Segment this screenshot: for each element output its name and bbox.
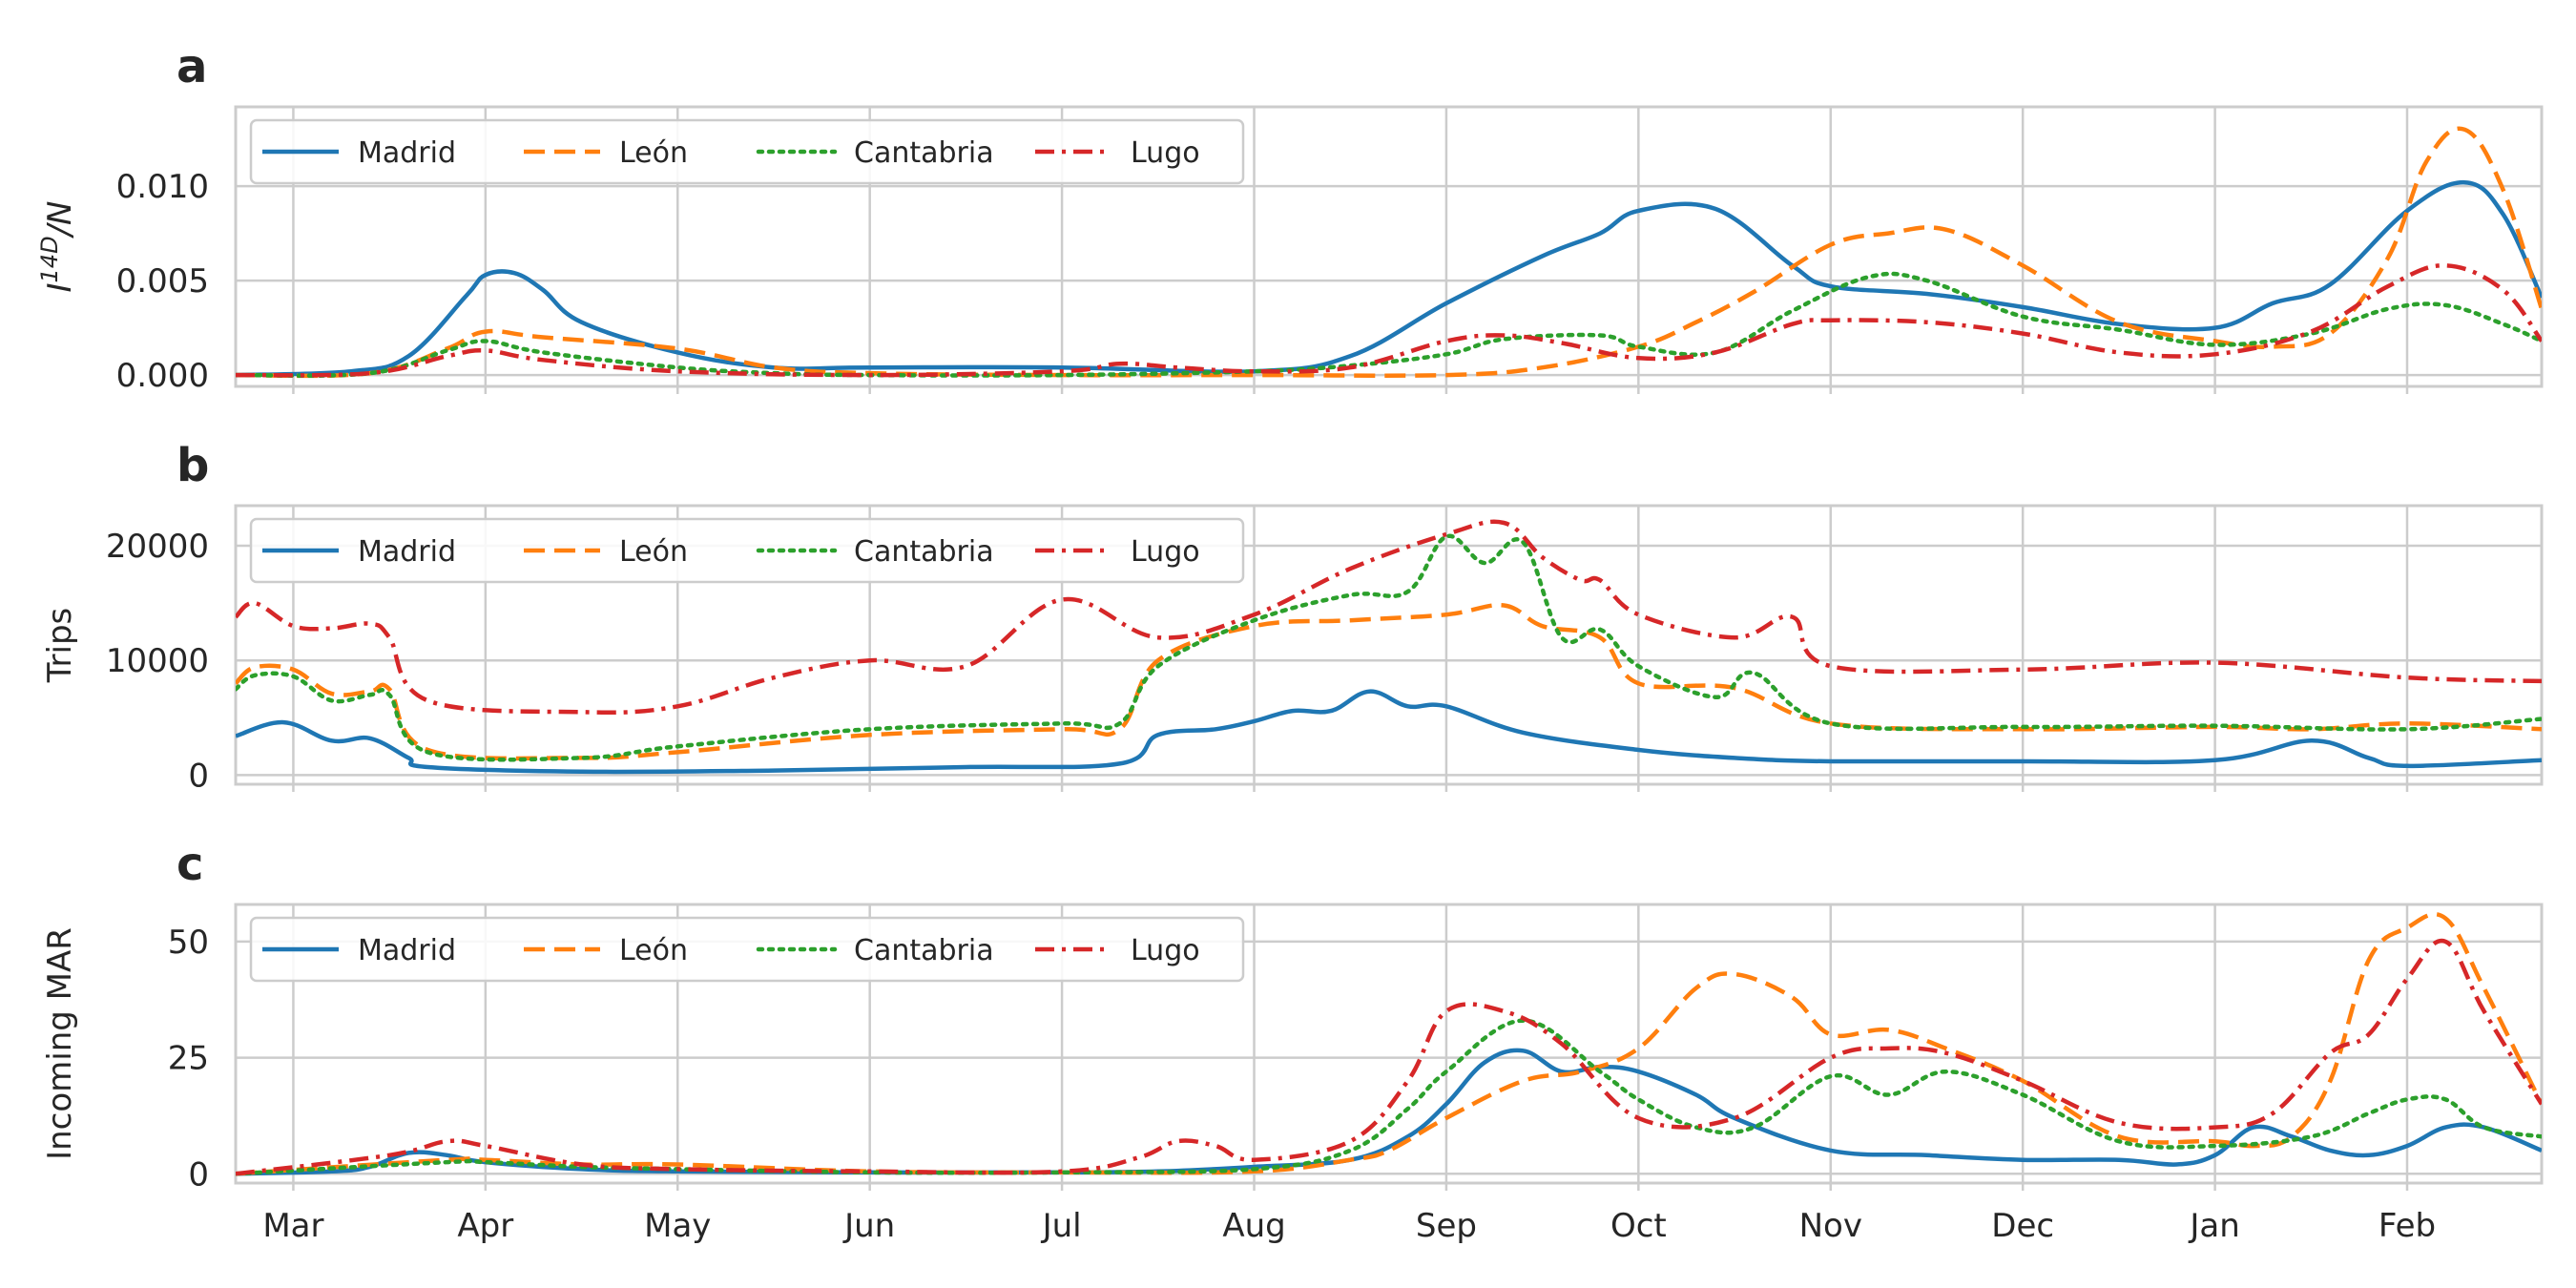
series-line-madrid [236, 1048, 2542, 1176]
legend: Madrid León Cantabria Lugo [249, 517, 1245, 584]
x-tick-label: Sep [1416, 1207, 1477, 1245]
x-tick-label: Jan [2188, 1207, 2239, 1245]
x-tick-label: Jul [1041, 1207, 1082, 1245]
legend-label: Cantabria [854, 535, 994, 569]
y-tick-label: 0.005 [116, 262, 209, 301]
series-line-len [236, 602, 2542, 761]
legend-box [249, 916, 1245, 983]
x-tick-label: May [644, 1207, 711, 1245]
x-tick-label: Mar [262, 1207, 323, 1245]
series-line-lugo [236, 519, 2542, 715]
legend-label: Cantabria [854, 934, 994, 967]
legend-label: León [619, 934, 688, 967]
x-tick-label: Dec [1991, 1207, 2054, 1245]
series-group [236, 519, 2542, 775]
series-group [236, 911, 2542, 1176]
legend: Madrid León Cantabria Lugo [249, 916, 1245, 983]
series-line-lugo [236, 263, 2542, 378]
legend-label: Lugo [1131, 535, 1200, 569]
x-tick-label: Jun [842, 1207, 895, 1245]
legend-box [249, 517, 1245, 584]
legend-label: Lugo [1131, 934, 1200, 967]
legend: Madrid León Cantabria Lugo [249, 118, 1245, 185]
panel-c: 0 25 50 Mar Apr May Jun Jul Aug Sep Oct Nov Dec Jan Fe… [41, 838, 2544, 1245]
legend-label: Madrid [358, 934, 456, 967]
y-tick-label: 0.000 [116, 357, 209, 395]
legend-label: León [619, 535, 688, 569]
series-line-madrid [236, 689, 2542, 775]
panel-letter: a [177, 40, 207, 93]
y-axis-label: Incoming MAR [41, 927, 79, 1160]
legend-box [249, 118, 1245, 185]
axes-frame [234, 504, 2544, 786]
panel-letter: c [177, 838, 203, 891]
x-tick-label: Oct [1610, 1207, 1667, 1245]
x-tick-label: Aug [1222, 1207, 1285, 1245]
panel-letter: b [177, 439, 209, 492]
legend-label: Lugo [1131, 136, 1200, 170]
panel-a: 0.000 0.005 0.010 a I14D/N Madrid León Cantabri… [36, 40, 2544, 395]
y-tick-label: 0.010 [116, 168, 209, 206]
series-group [236, 126, 2542, 379]
y-tick-label: 0 [188, 1155, 209, 1194]
legend-label: Madrid [358, 136, 456, 170]
axes-frame [234, 105, 2544, 388]
panel-b: 0 10000 20000 b Trips Madrid León Cantabria Lugo [41, 439, 2544, 795]
legend-label: Cantabria [854, 136, 994, 170]
series-line-cantabria [236, 533, 2542, 762]
y-tick-label: 0 [188, 757, 209, 795]
y-tick-label: 50 [168, 924, 209, 962]
y-axis-label: Trips [41, 608, 79, 684]
legend-label: Madrid [358, 535, 456, 569]
legend-label: León [619, 136, 688, 170]
y-tick-label: 10000 [106, 642, 209, 680]
y-tick-label: 25 [168, 1040, 209, 1078]
x-tick-label: Feb [2379, 1207, 2436, 1245]
x-tick-label: Apr [457, 1207, 513, 1245]
axes-frame [234, 903, 2544, 1185]
series-line-len [236, 911, 2542, 1176]
series-line-len [236, 126, 2542, 379]
series-line-lugo [236, 938, 2542, 1176]
series-line-madrid [236, 179, 2542, 378]
x-tick-label: Nov [1799, 1207, 1862, 1245]
y-tick-label: 20000 [106, 528, 209, 566]
y-axis-label: I14D/N [36, 201, 79, 293]
